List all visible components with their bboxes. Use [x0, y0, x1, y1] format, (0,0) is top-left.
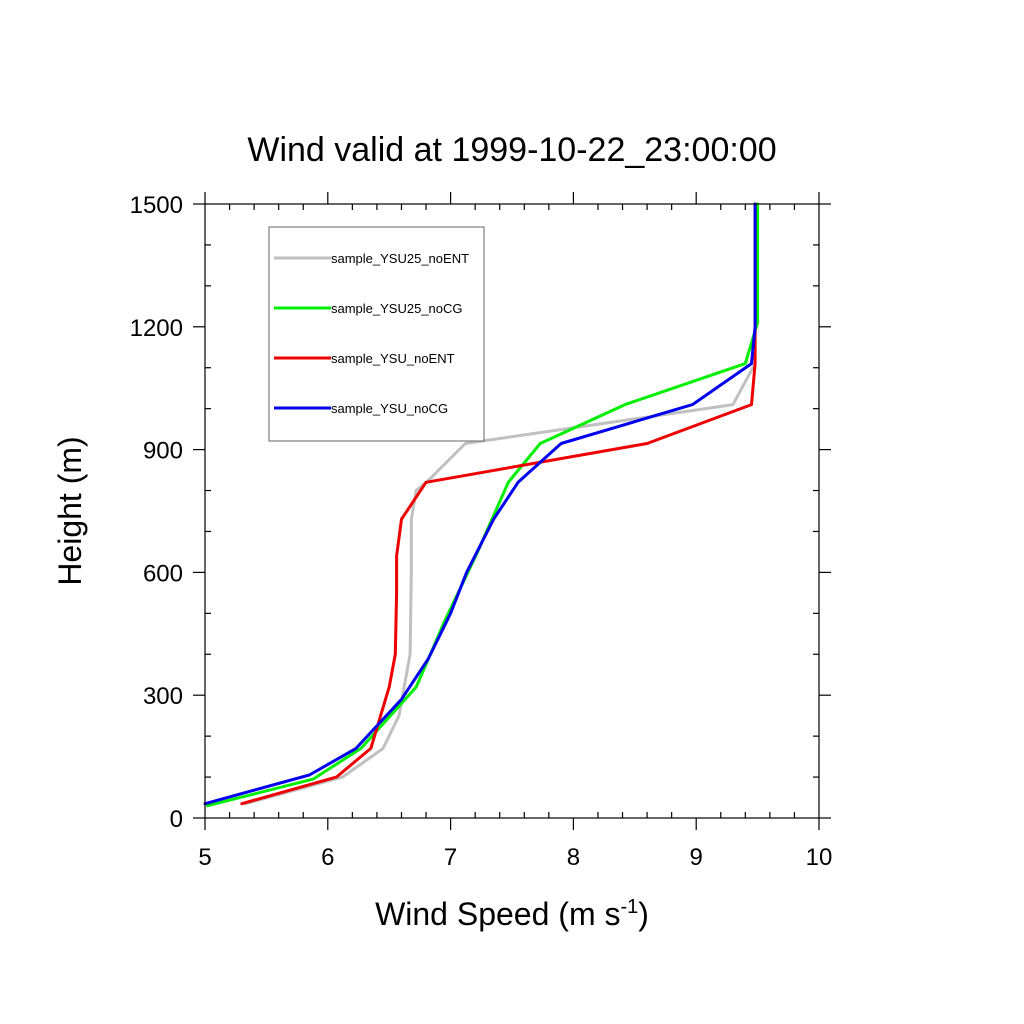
y-tick-label: 600: [143, 560, 183, 587]
x-tick-label: 6: [321, 844, 334, 871]
series-line-sample_YSU_noCG: [203, 202, 757, 806]
plot-frame: [204, 203, 820, 819]
series-line-sample_YSU25_noCG: [206, 202, 760, 808]
x-tick-label: 9: [690, 844, 703, 871]
series-line-sample_YSU_noENT: [240, 202, 757, 806]
x-axis-title-main: Wind Speed (m s: [375, 896, 620, 932]
series-group: [203, 202, 760, 808]
x-tick-label: 5: [198, 844, 211, 871]
x-axis-title-end: ): [638, 896, 649, 932]
x-tick-label: 8: [567, 844, 580, 871]
y-tick-label: 0: [170, 806, 183, 833]
legend-label: sample_YSU_noCG: [331, 401, 448, 416]
legend-box: [268, 226, 485, 442]
y-tick-label: 300: [143, 683, 183, 710]
x-axis-title: Wind Speed (m s-1): [375, 896, 649, 932]
x-axis-title-superscript: -1: [620, 896, 638, 918]
axis-ticks: 5 6 7 8 9 10 0 300 600 900 1200 1500: [130, 192, 833, 871]
legend-label: sample_YSU25_noCG: [331, 301, 463, 316]
y-tick-label: 900: [143, 438, 183, 465]
y-tick-label: 1500: [130, 192, 183, 219]
y-axis-title: Height (m): [52, 436, 88, 585]
series-line-sample_YSU25_noENT: [244, 202, 757, 806]
legend-label: sample_YSU25_noENT: [331, 251, 469, 266]
x-tick-label: 10: [806, 844, 833, 871]
x-tick-label: 7: [444, 844, 457, 871]
y-tick-label: 1200: [130, 315, 183, 342]
legend-label: sample_YSU_noENT: [331, 351, 455, 366]
chart-title: Wind valid at 1999-10-22_23:00:00: [247, 131, 776, 169]
legend: sample_YSU25_noENT sample_YSU25_noCGsampl…: [268, 226, 485, 442]
